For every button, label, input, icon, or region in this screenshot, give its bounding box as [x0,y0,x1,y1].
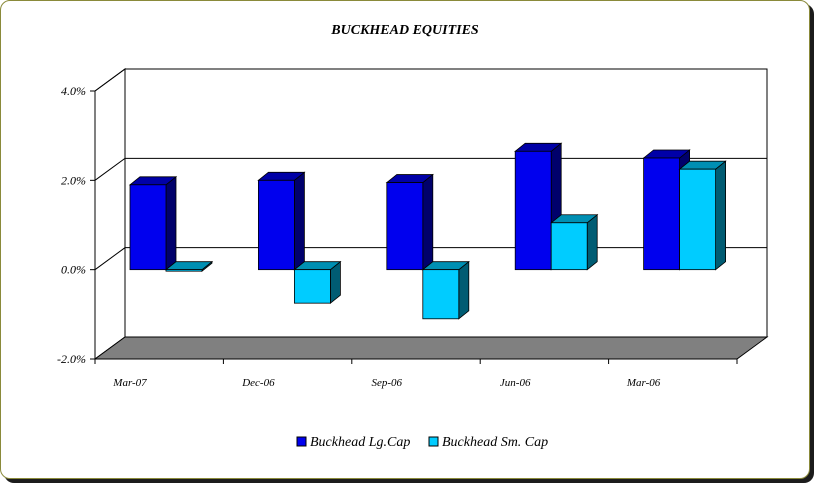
bar-front [129,184,167,271]
bar-front [257,179,295,271]
y-tick-label: 0.0% [61,263,86,277]
bar-front [422,269,460,320]
bar-front [550,222,588,271]
y-tick-label: -2.0% [57,352,86,366]
x-tick-label: Sep-06 [372,377,403,389]
x-tick-label: Dec-06 [241,377,275,389]
bar-sm-cap-mar-07 [164,260,214,272]
bar-side [586,213,598,271]
y-axis: -2.0% 0.0% 2.0% 4.0% [57,84,96,366]
legend: Buckhead Lg.Cap Buckhead Sm. Cap [296,435,548,450]
x-axis: Mar-07 Dec-06 Sep-06 Jun-06 Mar-06 [94,359,738,389]
y-tick-label: 2.0% [61,173,86,187]
bar-side [165,175,177,271]
x-tick-label: Mar-06 [626,377,661,389]
legend-swatch-sm-cap [428,436,439,447]
bar-front [165,269,203,272]
bar-front [643,157,680,271]
bar-front [386,182,424,271]
floor [93,336,769,360]
bar-front [514,150,552,271]
bar-front [679,168,716,271]
chart-title: BUCKHEAD EQUITIES [330,23,479,38]
bar-lg-cap-sep-06 [385,173,434,271]
x-tick-label: Jun-06 [500,377,531,389]
bars [128,142,727,320]
bar-sm-cap-sep-06 [421,260,470,320]
legend-swatch-lg-cap [296,436,307,447]
bar-side [458,260,470,320]
bar-side [715,160,726,271]
bar-side [293,171,305,271]
bar-lg-cap-dec-06 [257,171,306,271]
bar-sm-cap-dec-06 [293,260,342,304]
x-tick-label: Mar-07 [112,377,147,389]
bar-side [422,173,434,271]
bar-sm-cap-jun-06 [550,213,599,271]
bar-lg-cap-jun-06 [514,142,563,271]
bar-sm-cap-mar-06 [678,160,727,271]
bar-front [293,269,331,304]
legend-label-sm-cap: Buckhead Sm. Cap [442,435,548,450]
y-tick-label: 4.0% [61,84,86,98]
legend-label-lg-cap: Buckhead Lg.Cap [310,435,410,450]
bar-lg-cap-mar-07 [128,175,178,271]
gridline [94,68,767,92]
side-wall [94,68,126,360]
